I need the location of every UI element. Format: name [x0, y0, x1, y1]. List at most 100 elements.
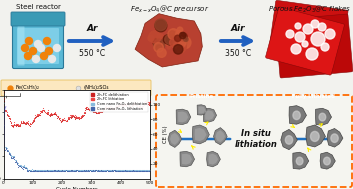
Point	[98, 169, 104, 172]
Point	[60, 119, 65, 122]
Point	[127, 168, 133, 171]
Point	[60, 118, 66, 121]
Point	[110, 168, 116, 171]
Point	[15, 123, 21, 126]
Point	[92, 110, 97, 113]
Point	[141, 102, 147, 105]
Point	[51, 112, 56, 115]
Point	[10, 155, 16, 158]
Point	[67, 116, 72, 119]
Point	[26, 169, 31, 172]
Point	[57, 118, 62, 121]
Circle shape	[22, 44, 29, 51]
Point	[50, 169, 55, 172]
Point	[123, 104, 128, 107]
Point	[107, 108, 113, 111]
Point	[113, 169, 119, 172]
Point	[49, 168, 55, 171]
Point	[55, 115, 61, 119]
Point	[70, 169, 76, 172]
Point	[61, 169, 66, 172]
Point	[63, 169, 69, 172]
Point	[122, 102, 127, 105]
Point	[105, 106, 110, 109]
Polygon shape	[182, 154, 192, 165]
Point	[47, 168, 53, 171]
Point	[24, 169, 30, 172]
Point	[77, 168, 82, 171]
Point	[46, 113, 52, 116]
Point	[64, 168, 69, 171]
Point	[35, 115, 41, 118]
Point	[91, 169, 97, 172]
Point	[20, 122, 25, 125]
Point	[80, 113, 86, 116]
Point	[46, 169, 52, 172]
Point	[5, 112, 10, 115]
Circle shape	[37, 44, 44, 51]
Point	[77, 117, 82, 120]
Point	[131, 168, 136, 171]
Point	[19, 119, 24, 122]
Point	[38, 169, 43, 172]
Point	[85, 108, 91, 111]
Point	[126, 169, 132, 172]
Point	[99, 169, 104, 172]
Point	[59, 118, 65, 121]
Point	[122, 168, 127, 171]
Point	[5, 149, 11, 153]
Polygon shape	[205, 110, 214, 120]
Point	[20, 165, 25, 168]
Point	[130, 169, 136, 172]
Point	[125, 169, 131, 172]
Point	[88, 109, 94, 112]
Point	[126, 103, 132, 106]
Point	[101, 169, 107, 172]
Circle shape	[149, 31, 161, 43]
Point	[50, 112, 55, 115]
Point	[110, 108, 116, 111]
Point	[79, 113, 85, 116]
Point	[94, 169, 99, 172]
Point	[61, 168, 67, 171]
Text: Air: Air	[231, 24, 245, 33]
Point	[12, 121, 17, 124]
Point	[139, 105, 145, 108]
Point	[24, 122, 30, 125]
Point	[29, 122, 35, 125]
Point	[138, 105, 144, 108]
Point	[75, 116, 80, 119]
Point	[107, 168, 112, 171]
Point	[49, 113, 55, 116]
Point	[68, 168, 74, 171]
Point	[146, 168, 152, 171]
Text: Steel reactor: Steel reactor	[16, 4, 60, 10]
Point	[105, 169, 111, 172]
Point	[62, 169, 68, 172]
Point	[98, 168, 103, 171]
Point	[92, 169, 97, 172]
Point	[35, 168, 41, 171]
Polygon shape	[170, 133, 180, 145]
Point	[92, 168, 98, 171]
Point	[115, 168, 121, 171]
Point	[83, 106, 89, 109]
Point	[70, 168, 76, 171]
Point	[46, 111, 51, 114]
Circle shape	[302, 41, 308, 47]
Point	[38, 110, 44, 113]
Point	[89, 168, 95, 171]
Point	[68, 115, 74, 118]
Point	[132, 168, 138, 171]
Point	[44, 168, 50, 171]
Point	[97, 168, 103, 171]
Point	[65, 118, 71, 121]
Point	[51, 169, 56, 172]
Point	[122, 102, 128, 105]
Point	[147, 169, 152, 172]
Point	[17, 125, 23, 128]
Point	[69, 115, 74, 118]
Point	[146, 168, 151, 171]
Circle shape	[167, 37, 176, 46]
Point	[93, 111, 98, 114]
